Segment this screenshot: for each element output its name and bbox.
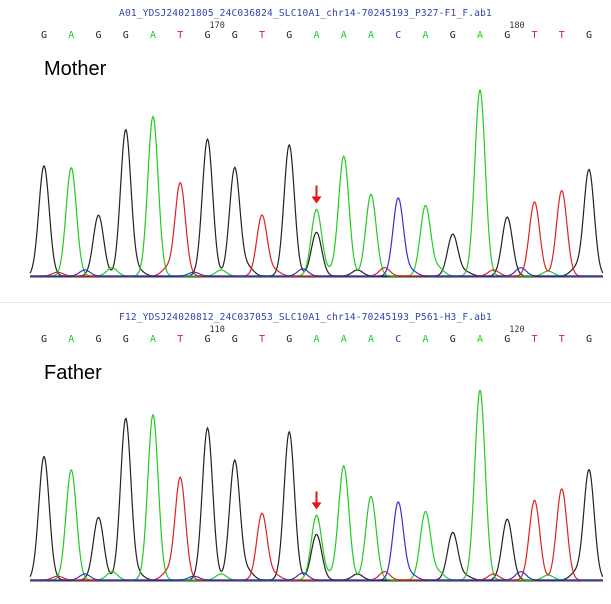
base-call-letter: C [395,334,401,345]
base-call-letter: T [177,30,183,41]
base-call-letter: A [422,30,428,41]
base-call-letter: A [150,30,156,41]
panel-label: Mother [44,58,107,80]
base-call-letter: G [41,334,47,345]
base-call-letter: G [586,334,592,345]
base-call-letter: G [123,30,129,41]
base-call-letter: T [531,334,537,345]
base-call-letter: G [504,30,510,41]
base-call-letter: G [586,30,592,41]
base-call-letter: A [368,30,374,41]
base-call-letter: A [341,30,347,41]
base-call-letter: A [477,30,483,41]
base-call-letter: A [150,334,156,345]
base-call-letter: G [41,30,47,41]
position-label: 120 [509,325,524,335]
base-call-letter: A [313,30,319,41]
base-call-letter: T [559,30,565,41]
base-call-letter: T [559,334,565,345]
trace-G-series [29,128,604,277]
base-call-letter: G [95,30,101,41]
base-call-letter: G [232,334,238,345]
trace-filename: A01_YDSJ24021805_24C036824_SLC10A1_chr14… [119,8,492,19]
base-call-letter: C [395,30,401,41]
variant-arrow [311,185,322,204]
base-call-letter: A [313,334,319,345]
base-call-letter: A [422,334,428,345]
panel-label: Father [44,362,102,384]
base-call-letter: G [286,334,292,345]
base-call-letter: G [450,334,456,345]
base-call-letter: A [341,334,347,345]
base-call-letter: A [368,334,374,345]
trace-G-series [29,417,604,581]
base-call-letter: T [259,30,265,41]
base-call-letter: G [123,334,129,345]
base-call-letter: A [68,30,74,41]
base-call-letter: T [177,334,183,345]
base-call-letter: G [204,334,210,345]
base-call-letter: G [450,30,456,41]
trace-filename: F12_YDSJ24020812_24C037053_SLC10A1_chr14… [119,312,492,323]
base-call-letter: T [531,30,537,41]
base-call-letter: G [504,334,510,345]
base-call-letter: G [232,30,238,41]
base-call-letter: G [286,30,292,41]
position-label: 110 [210,325,225,335]
chromatogram-panel-mother: A01_YDSJ24021805_24C036824_SLC10A1_chr14… [0,0,611,300]
trace-C-series [30,197,603,277]
trace-C-series [30,501,603,581]
position-label: 180 [509,21,524,31]
base-call-letter: G [95,334,101,345]
chromatogram-panel-father: F12_YDSJ24020812_24C037053_SLC10A1_chr14… [0,304,611,604]
base-call-letter: A [477,334,483,345]
variant-arrow [311,491,322,510]
panel-divider [0,302,611,303]
base-call-letter: G [204,30,210,41]
base-call-letter: A [68,334,74,345]
base-call-letter: T [259,334,265,345]
position-label: 170 [210,21,225,31]
